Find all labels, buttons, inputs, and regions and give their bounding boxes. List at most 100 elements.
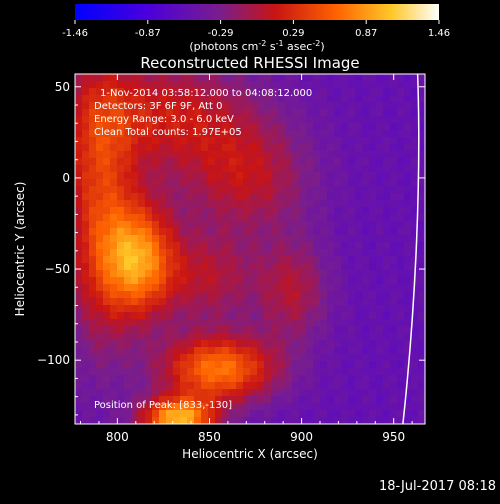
heatmap-cell	[348, 291, 356, 299]
heatmap-cell	[369, 347, 377, 355]
heatmap-cell	[334, 340, 342, 348]
heatmap-cell	[208, 214, 216, 222]
heatmap-cell	[152, 88, 160, 96]
heatmap-cell	[397, 186, 405, 194]
heatmap-cell	[201, 396, 209, 404]
heatmap-cell	[117, 207, 125, 215]
heatmap-cell	[285, 172, 293, 180]
heatmap-cell	[152, 137, 160, 145]
heatmap-cell	[348, 158, 356, 166]
heatmap-cell	[110, 158, 118, 166]
heatmap-cell	[229, 74, 237, 82]
heatmap-cell	[166, 102, 174, 110]
heatmap-cell	[159, 74, 167, 82]
heatmap-cell	[271, 200, 279, 208]
heatmap-cell	[166, 312, 174, 320]
heatmap-cell	[383, 228, 391, 236]
heatmap-cell	[334, 396, 342, 404]
heatmap-cell	[327, 172, 335, 180]
heatmap-cell	[194, 172, 202, 180]
heatmap-cell	[285, 109, 293, 117]
heatmap-cell	[404, 389, 412, 397]
heatmap-cell	[187, 270, 195, 278]
heatmap-cell	[348, 123, 356, 131]
heatmap-cell	[145, 144, 153, 152]
heatmap-cell	[180, 172, 188, 180]
heatmap-cell	[194, 88, 202, 96]
heatmap-cell	[117, 291, 125, 299]
heatmap-cell	[334, 81, 342, 89]
heatmap-cell	[355, 270, 363, 278]
heatmap-cell	[103, 354, 111, 362]
heatmap-cell	[180, 256, 188, 264]
heatmap-cell	[320, 200, 328, 208]
heatmap-cell	[110, 228, 118, 236]
heatmap-cell	[348, 417, 356, 424]
heatmap-cell	[208, 284, 216, 292]
heatmap-cell	[334, 214, 342, 222]
heatmap-cell	[341, 109, 349, 117]
heatmap-cell	[124, 207, 132, 215]
heatmap-cell	[313, 249, 321, 257]
heatmap-cell	[404, 417, 412, 424]
heatmap-cell	[103, 221, 111, 229]
heatmap-cell	[96, 95, 104, 103]
heatmap-cell	[250, 179, 258, 187]
heatmap-cell	[138, 137, 146, 145]
heatmap-cell	[159, 347, 167, 355]
heatmap-cell	[376, 123, 384, 131]
heatmap-cell	[320, 242, 328, 250]
heatmap-cell	[222, 228, 230, 236]
heatmap-cell	[117, 410, 125, 418]
heatmap-cell	[138, 116, 146, 124]
heatmap-cell	[418, 172, 425, 180]
heatmap-cell	[278, 403, 286, 411]
heatmap-cell	[236, 298, 244, 306]
heatmap-cell	[187, 158, 195, 166]
heatmap-cell	[334, 256, 342, 264]
heatmap-cell	[117, 396, 125, 404]
heatmap-cell	[117, 389, 125, 397]
heatmap-cell	[131, 116, 139, 124]
heatmap-cell	[124, 151, 132, 159]
heatmap-cell	[103, 396, 111, 404]
heatmap-cell	[110, 368, 118, 376]
heatmap-cell	[166, 109, 174, 117]
heatmap-cell	[418, 396, 425, 404]
heatmap-cell	[285, 396, 293, 404]
heatmap-cell	[362, 410, 370, 418]
heatmap-cell	[376, 403, 384, 411]
heatmap-cell	[75, 291, 83, 299]
heatmap-cell	[264, 263, 272, 271]
heatmap-cell	[257, 347, 265, 355]
heatmap-cell	[418, 228, 425, 236]
heatmap-cell	[390, 158, 398, 166]
heatmap-cell	[292, 284, 300, 292]
heatmap-cell	[376, 284, 384, 292]
heatmap-cell	[187, 361, 195, 369]
heatmap-cell	[362, 200, 370, 208]
heatmap-cell	[313, 417, 321, 424]
heatmap-cell	[180, 361, 188, 369]
heatmap-cell	[334, 193, 342, 201]
heatmap-cell	[124, 221, 132, 229]
heatmap-cell	[243, 354, 251, 362]
heatmap-cell	[138, 172, 146, 180]
heatmap-cell	[285, 81, 293, 89]
heatmap-cell	[411, 249, 419, 257]
heatmap-cell	[278, 151, 286, 159]
heatmap-cell	[320, 158, 328, 166]
heatmap-cell	[152, 207, 160, 215]
heatmap-cell	[327, 291, 335, 299]
heatmap-cell	[390, 228, 398, 236]
heatmap-cell	[124, 95, 132, 103]
heatmap-cell	[418, 109, 425, 117]
heatmap-cell	[229, 417, 237, 424]
heatmap-cell	[334, 389, 342, 397]
heatmap-cell	[306, 417, 314, 424]
heatmap-cell	[145, 137, 153, 145]
heatmap-cell	[145, 81, 153, 89]
heatmap-cell	[271, 305, 279, 313]
heatmap-cell	[75, 116, 83, 124]
heatmap-cell	[110, 347, 118, 355]
